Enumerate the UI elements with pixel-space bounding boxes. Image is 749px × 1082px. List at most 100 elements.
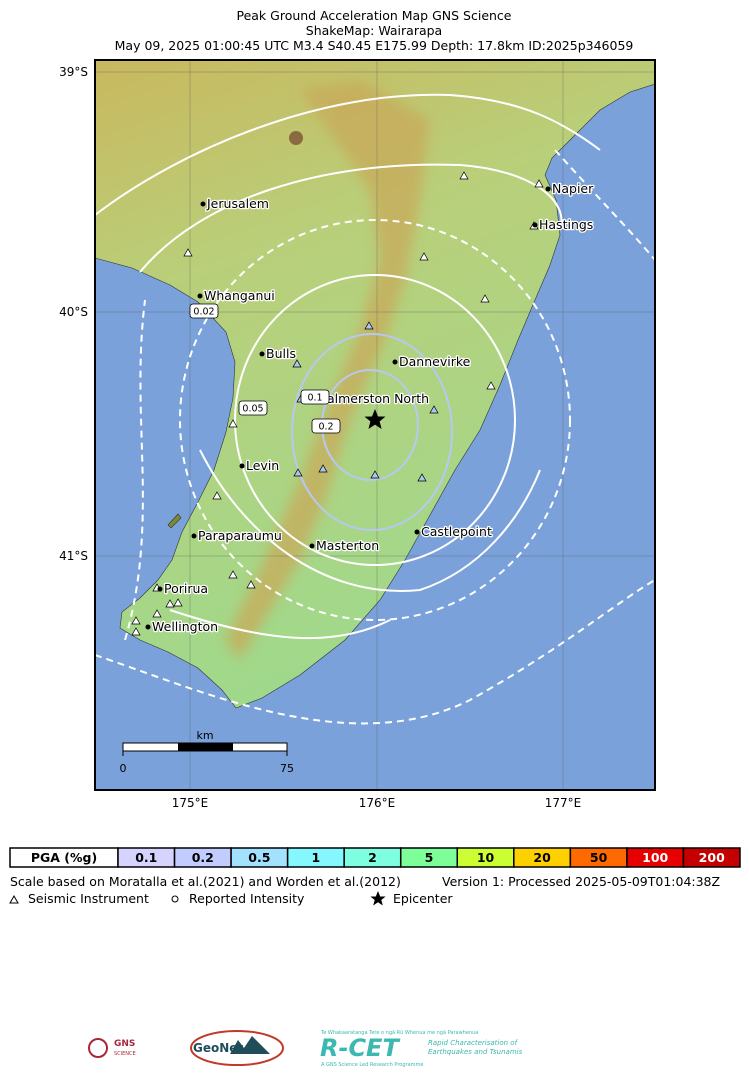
volcano bbox=[289, 131, 303, 145]
station bbox=[183, 248, 193, 257]
city-dot bbox=[532, 222, 538, 228]
station bbox=[165, 599, 175, 608]
island bbox=[167, 513, 182, 529]
city-dot bbox=[239, 463, 245, 469]
graticule bbox=[95, 60, 655, 790]
scale-start: 0 bbox=[120, 762, 127, 775]
legend-level: 5 bbox=[425, 850, 434, 865]
lat-label: 39°S bbox=[59, 65, 88, 79]
station bbox=[429, 405, 439, 414]
station bbox=[293, 468, 303, 477]
city-label: Hastings bbox=[539, 217, 593, 232]
legend-level: 2 bbox=[368, 850, 377, 865]
symbol-key: Seismic Instrument Reported Intensity Ep… bbox=[9, 891, 453, 906]
city-dot bbox=[145, 624, 151, 630]
city-label: Paraparaumu bbox=[198, 528, 282, 543]
station bbox=[246, 580, 256, 589]
lon-label: 176°E bbox=[359, 796, 396, 810]
map-area: Jerusalem Whanganui Bulls Dannevirke Palmers… bbox=[95, 60, 655, 790]
land bbox=[95, 60, 655, 709]
station bbox=[173, 598, 183, 607]
logo-text: SCIENCE bbox=[114, 1051, 136, 1057]
legend-level: 100 bbox=[642, 850, 668, 865]
legend-level: 200 bbox=[699, 850, 725, 865]
pga-legend: PGA (%g) 0.1 0.2 0.5 1 2 5 10 20 50 100 200 bbox=[9, 847, 741, 868]
geonet-ring bbox=[190, 1030, 284, 1066]
logo-text: A GNS Science Led Research Programme bbox=[321, 1062, 423, 1068]
logo-text: GeoNet bbox=[193, 1041, 243, 1055]
geonet-wave bbox=[230, 1036, 270, 1054]
city-dot bbox=[392, 359, 398, 365]
contour-label-box bbox=[311, 418, 341, 434]
city-dot bbox=[197, 293, 203, 299]
station bbox=[419, 252, 429, 261]
legend-level: 0.2 bbox=[192, 850, 214, 865]
instrument-icon bbox=[9, 894, 19, 904]
station bbox=[486, 381, 496, 390]
station bbox=[459, 171, 469, 180]
contours bbox=[95, 93, 655, 725]
station bbox=[131, 616, 141, 625]
city-label: Levin bbox=[246, 458, 279, 473]
legend-level: 10 bbox=[477, 850, 495, 865]
city-label: Jerusalem bbox=[206, 196, 269, 211]
epicenter-icon bbox=[370, 891, 386, 906]
station bbox=[318, 464, 328, 473]
legend-level: 1 bbox=[312, 850, 321, 865]
legend-cell bbox=[682, 847, 741, 868]
event-info: May 09, 2025 01:00:45 UTC M3.4 S40.45 E1… bbox=[115, 38, 634, 53]
ranges bbox=[225, 80, 430, 660]
station bbox=[370, 470, 380, 479]
gns-icon bbox=[88, 1038, 108, 1058]
symbol-label: Reported Intensity bbox=[189, 891, 305, 906]
city-label: Napier bbox=[552, 181, 594, 196]
contour-label-box bbox=[238, 400, 268, 416]
city-label: Dannevirke bbox=[399, 354, 471, 369]
logo-text: GNS bbox=[114, 1039, 135, 1049]
city-label: Masterton bbox=[316, 538, 379, 553]
station bbox=[364, 321, 374, 330]
map-axes: 39°S 40°S 41°S 175°E 176°E 177°E bbox=[59, 65, 581, 810]
scale-bar: km 0 75 bbox=[120, 729, 295, 775]
logo-text: Earthquakes and Tsunamis bbox=[428, 1048, 523, 1056]
station bbox=[212, 491, 222, 500]
city-dot bbox=[157, 586, 163, 592]
station bbox=[417, 473, 427, 482]
station bbox=[480, 294, 490, 303]
city-dot bbox=[259, 351, 265, 357]
logo-text: Te Whakaaratanga Tere o ngā Rū Whenua me… bbox=[320, 1030, 478, 1036]
map-frame bbox=[94, 59, 656, 791]
legend-level: 0.5 bbox=[248, 850, 270, 865]
city-label: Bulls bbox=[266, 346, 296, 361]
symbol-label: Seismic Instrument bbox=[28, 891, 149, 906]
city-label: Wellington bbox=[152, 619, 218, 634]
legend-label: PGA (%g) bbox=[31, 850, 97, 865]
city-label: Palmerston North bbox=[320, 391, 429, 406]
logo-text: R-CET bbox=[320, 1034, 400, 1062]
city-label: Porirua bbox=[164, 581, 208, 596]
city-dot bbox=[309, 543, 315, 549]
contour-labels: 0.02 0.05 0.1 0.2 bbox=[189, 303, 341, 434]
city-dot bbox=[200, 201, 206, 207]
city-dot bbox=[191, 533, 197, 539]
version-note: Version 1: Processed 2025-05-09T01:04:38… bbox=[442, 874, 720, 889]
station bbox=[292, 359, 302, 368]
source-note: Scale based on Moratalla et al.(2021) an… bbox=[10, 874, 401, 889]
title: Peak Ground Acceleration Map GNS Science bbox=[236, 8, 511, 23]
city-label: Castlepoint bbox=[421, 524, 492, 539]
intensity-icon bbox=[171, 895, 179, 903]
legend-level: 0.1 bbox=[135, 850, 157, 865]
station bbox=[228, 570, 238, 579]
contour-label-box bbox=[300, 389, 330, 405]
contour-label: 0.1 bbox=[307, 393, 322, 404]
city-label: Whanganui bbox=[204, 288, 275, 303]
station bbox=[131, 627, 141, 636]
station bbox=[534, 179, 544, 188]
logos: GNS SCIENCE GeoNet Te Whakaaratanga Tere… bbox=[88, 1030, 523, 1068]
contour-label-box bbox=[189, 303, 219, 319]
logo-text: Rapid Characterisation of bbox=[428, 1039, 519, 1047]
lon-label: 177°E bbox=[545, 796, 582, 810]
cities: Jerusalem Whanganui Bulls Dannevirke Palmers… bbox=[145, 180, 595, 635]
lon-label: 175°E bbox=[172, 796, 209, 810]
